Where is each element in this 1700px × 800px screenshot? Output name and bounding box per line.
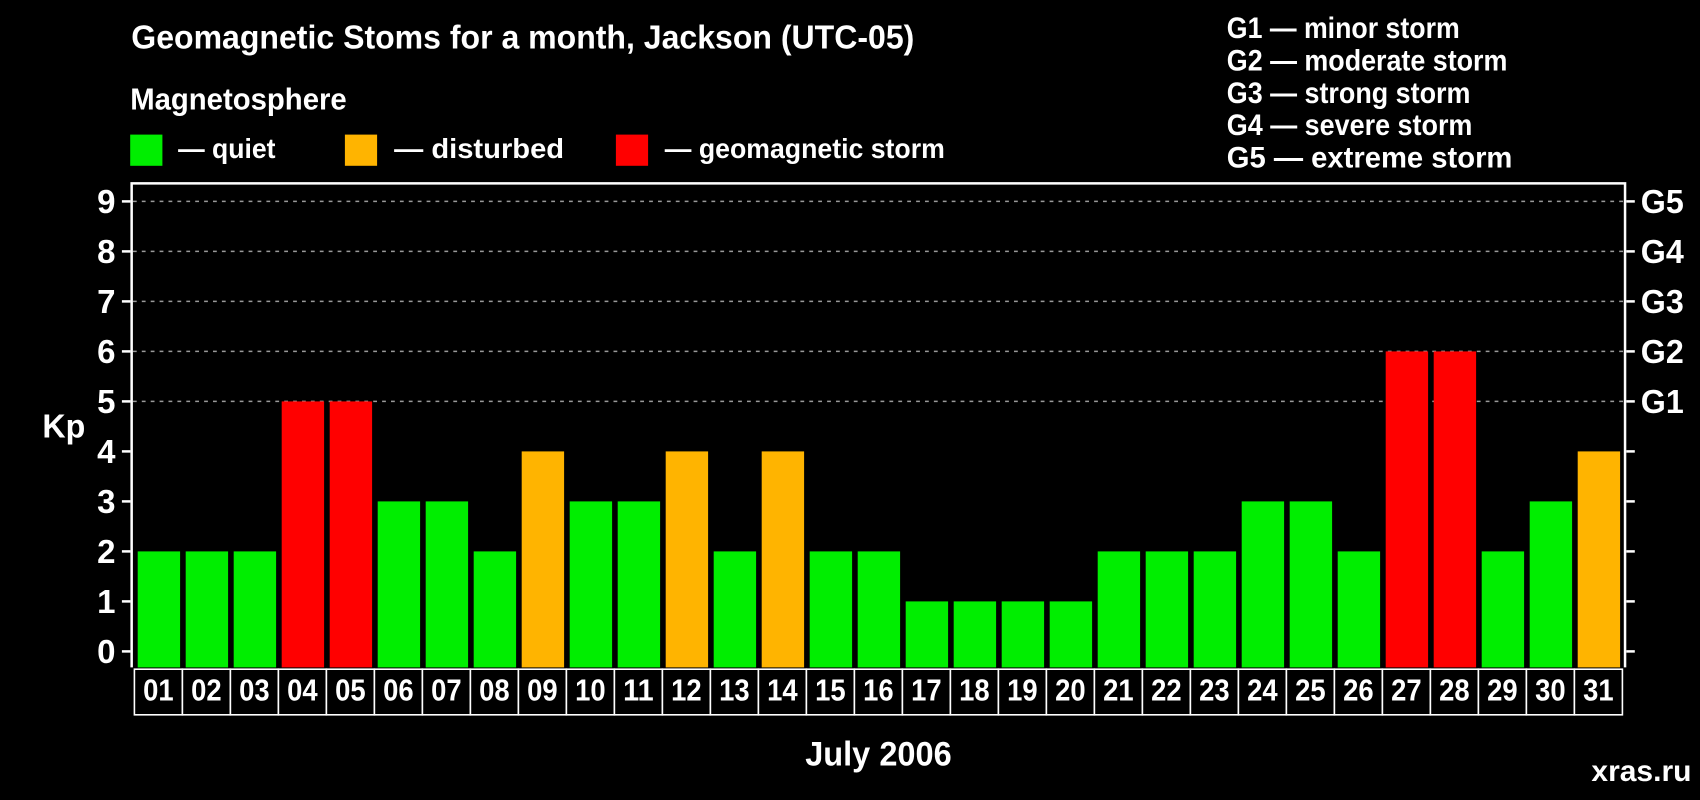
svg-text:1: 1: [97, 583, 115, 620]
svg-text:6: 6: [97, 333, 115, 370]
svg-text:17: 17: [911, 673, 942, 708]
svg-text:— quiet: — quiet: [178, 133, 275, 164]
svg-text:8: 8: [97, 233, 115, 270]
svg-text:3: 3: [97, 483, 115, 520]
svg-text:Magnetosphere: Magnetosphere: [130, 83, 347, 117]
svg-text:— disturbed: — disturbed: [394, 133, 564, 164]
svg-text:09: 09: [527, 673, 558, 708]
svg-text:G3: G3: [1641, 283, 1684, 320]
svg-text:Geomagnetic Stoms for a month,: Geomagnetic Stoms for a month, Jackson (…: [131, 19, 914, 56]
svg-text:G3 — strong storm: G3 — strong storm: [1227, 77, 1471, 110]
svg-text:2: 2: [97, 533, 115, 570]
svg-text:G4: G4: [1641, 233, 1685, 270]
svg-text:30: 30: [1535, 673, 1566, 708]
svg-text:10: 10: [575, 673, 606, 708]
svg-text:5: 5: [97, 383, 115, 420]
svg-text:02: 02: [191, 673, 222, 708]
svg-text:G5: G5: [1641, 183, 1684, 220]
svg-text:Kp: Kp: [42, 408, 85, 445]
svg-text:24: 24: [1247, 673, 1278, 708]
svg-text:19: 19: [1007, 673, 1038, 708]
svg-text:20: 20: [1055, 673, 1086, 708]
svg-text:07: 07: [431, 673, 462, 708]
svg-text:28: 28: [1439, 673, 1470, 708]
svg-text:0: 0: [97, 633, 115, 670]
svg-text:18: 18: [959, 673, 990, 708]
svg-text:15: 15: [815, 673, 846, 708]
svg-text:July 2006: July 2006: [805, 736, 952, 774]
svg-text:31: 31: [1583, 673, 1614, 708]
svg-text:08: 08: [479, 673, 510, 708]
svg-text:23: 23: [1199, 673, 1230, 708]
svg-text:01: 01: [143, 673, 174, 708]
svg-text:4: 4: [97, 433, 116, 470]
svg-text:12: 12: [671, 673, 702, 708]
svg-text:06: 06: [383, 673, 414, 708]
svg-text:26: 26: [1343, 673, 1374, 708]
svg-text:11: 11: [623, 673, 654, 708]
svg-text:14: 14: [767, 673, 798, 708]
svg-text:29: 29: [1487, 673, 1518, 708]
svg-text:G5 — extreme storm: G5 — extreme storm: [1227, 141, 1513, 174]
svg-text:G4 — severe storm: G4 — severe storm: [1227, 109, 1473, 142]
svg-text:03: 03: [239, 673, 270, 708]
svg-text:04: 04: [287, 673, 318, 708]
svg-text:G2: G2: [1641, 333, 1684, 370]
svg-text:xras.ru: xras.ru: [1591, 755, 1691, 788]
svg-text:21: 21: [1103, 673, 1134, 708]
svg-text:16: 16: [863, 673, 894, 708]
svg-text:7: 7: [97, 283, 115, 320]
svg-text:— geomagnetic storm: — geomagnetic storm: [665, 133, 945, 164]
svg-text:G1 — minor storm: G1 — minor storm: [1227, 12, 1460, 45]
svg-text:13: 13: [719, 673, 750, 708]
svg-text:G2 — moderate storm: G2 — moderate storm: [1227, 45, 1508, 78]
svg-text:25: 25: [1295, 673, 1326, 708]
svg-text:G1: G1: [1641, 383, 1684, 420]
svg-text:9: 9: [97, 183, 115, 220]
svg-text:05: 05: [335, 673, 366, 708]
svg-text:27: 27: [1391, 673, 1422, 708]
svg-text:22: 22: [1151, 673, 1182, 708]
